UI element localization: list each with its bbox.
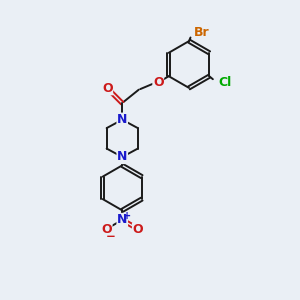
Text: O: O (153, 76, 164, 89)
Text: N: N (117, 214, 128, 226)
Text: O: O (133, 223, 143, 236)
Text: N: N (117, 113, 128, 126)
Text: O: O (101, 223, 112, 236)
Text: Cl: Cl (219, 76, 232, 89)
Text: O: O (102, 82, 112, 95)
Text: −: − (105, 230, 115, 243)
Text: N: N (117, 151, 128, 164)
Text: Br: Br (194, 26, 210, 40)
Text: +: + (123, 211, 131, 221)
